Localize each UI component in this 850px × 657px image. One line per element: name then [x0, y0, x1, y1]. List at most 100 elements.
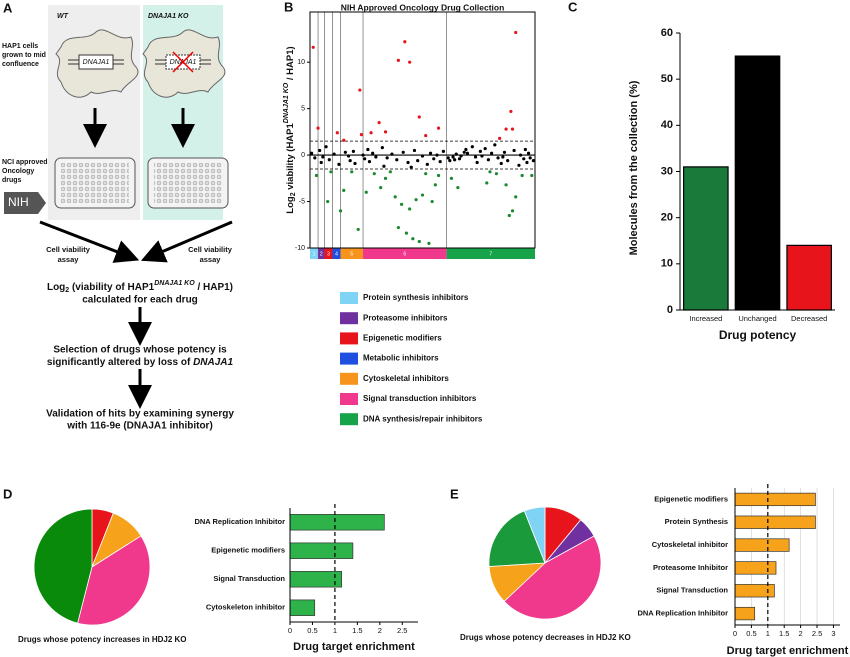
point [456, 186, 460, 190]
point [383, 176, 388, 180]
t: (viability of HAP1 [69, 282, 154, 293]
text-part: viability (HAP1 [285, 122, 296, 192]
point [530, 173, 534, 178]
y-tick-label: 60 [661, 27, 673, 39]
bar [734, 492, 816, 507]
y-tick-label: 10 [297, 59, 305, 66]
point [457, 157, 462, 161]
note: Oncology [2, 168, 34, 175]
point [522, 157, 526, 161]
point [424, 172, 428, 176]
group-label: 6 [403, 251, 406, 257]
point [314, 173, 319, 178]
point [393, 195, 397, 199]
group-label: 1 [313, 251, 316, 257]
group-label: 4 [335, 251, 338, 257]
point [438, 159, 442, 164]
x-tick-label: 2 [799, 629, 803, 638]
point [416, 159, 420, 163]
point [525, 160, 529, 165]
panel-label: E [450, 486, 459, 501]
legend-swatch [340, 413, 358, 426]
bar [289, 571, 342, 588]
point [483, 146, 487, 151]
point [371, 151, 375, 155]
point [493, 143, 497, 147]
point [478, 149, 482, 153]
point [363, 157, 367, 161]
group-bar [332, 248, 341, 259]
x-tick-label: 0 [733, 629, 737, 638]
y-tick-label: Signal Transduction [213, 574, 285, 583]
point [453, 158, 457, 162]
step2: Selection of drugs whose potency is [53, 345, 227, 356]
point [506, 159, 510, 163]
wells [154, 163, 222, 203]
point [310, 151, 314, 155]
x-tick-label: 2 [378, 626, 382, 635]
pie-slice [503, 535, 602, 620]
text-part: DNAJA1 KO [283, 82, 290, 123]
x-tick-label: 2.5 [397, 626, 407, 635]
point [342, 188, 346, 192]
x-tick-label: 0 [288, 626, 292, 635]
bar [786, 244, 832, 311]
point [400, 202, 404, 206]
point [520, 173, 524, 178]
point [417, 115, 421, 119]
point [372, 172, 376, 176]
y-axis-label: Log2 viability (HAP1DNAJA1 KO / HAP1) [283, 46, 297, 213]
bar [734, 538, 790, 552]
panel-label: D [3, 486, 12, 501]
point [475, 160, 479, 165]
point [383, 130, 388, 134]
group-bar [446, 248, 535, 259]
point [510, 127, 515, 131]
legend-swatch [340, 332, 358, 345]
point [338, 209, 343, 213]
point [318, 148, 322, 153]
y-tick-label: Signal Transduction [656, 586, 728, 595]
point [459, 154, 463, 158]
point [359, 133, 364, 137]
y-tick-label: 20 [661, 212, 673, 224]
assay-label: assay [58, 255, 80, 264]
legend-swatch [340, 352, 358, 365]
panel-label: C [568, 0, 578, 14]
point [367, 159, 372, 164]
chart-title: NIH Approved Oncology Drug Collection [341, 2, 505, 12]
point [430, 199, 434, 204]
x-tick-label: 1.5 [352, 626, 362, 635]
point [425, 162, 429, 166]
nih-badge [4, 192, 46, 214]
point [385, 156, 389, 160]
point [313, 156, 317, 160]
plot-frame [309, 11, 536, 249]
bar [683, 166, 729, 311]
y-tick-label: -5 [299, 198, 305, 205]
step3: with 116-9e (DNAJA1 inhibitor) [66, 421, 213, 432]
y-tick-label: Epigenetic modifiers [211, 546, 285, 555]
point [528, 156, 532, 160]
point [480, 154, 484, 158]
point [424, 133, 428, 138]
group-label: 7 [489, 251, 492, 257]
point [329, 170, 333, 174]
point [512, 148, 516, 153]
point [377, 120, 381, 125]
y-tick-label: 50 [661, 73, 673, 85]
nih-text: NIH [8, 195, 29, 209]
pie-caption: Drugs whose potency decreases in HDJ2 KO [460, 633, 631, 642]
y-tick-label: Proteasome Inhibitor [653, 563, 728, 572]
point [390, 152, 394, 156]
y-tick-label: Protein Synthesis [665, 517, 728, 526]
bar [734, 561, 777, 575]
legend-label: Metabolic inhibitors [363, 354, 439, 363]
x-tick-label: Unchanged [738, 314, 776, 323]
bar [289, 599, 316, 616]
point [446, 156, 450, 160]
arrow [140, 220, 233, 263]
x-tick-label: 1 [333, 626, 337, 635]
group-bar [318, 248, 325, 259]
